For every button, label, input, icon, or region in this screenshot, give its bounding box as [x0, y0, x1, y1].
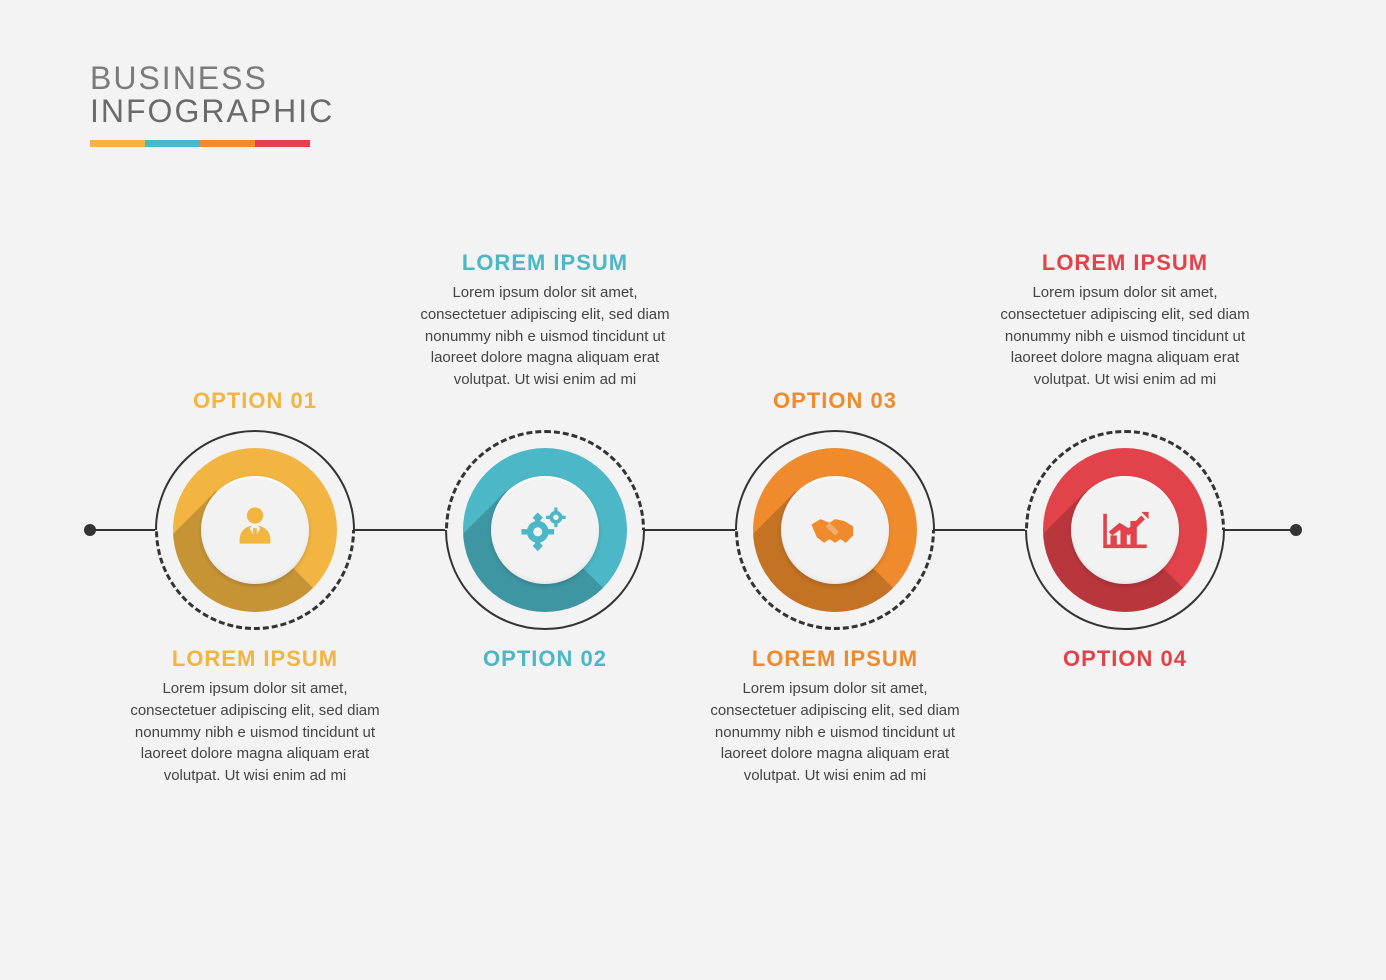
step-body-2: Lorem ipsum dolor sit amet, consectetuer…	[415, 282, 675, 391]
step-title-2: LOREM IPSUM	[415, 250, 675, 276]
header: BUSINESS INFOGRAPHIC	[90, 60, 334, 147]
person-icon	[226, 501, 284, 559]
step-disc-4	[1071, 476, 1179, 584]
gears-icon	[516, 501, 574, 559]
header-line1: BUSINESS	[90, 60, 334, 97]
text-block-3: LOREM IPSUM Lorem ipsum dolor sit amet, c…	[705, 646, 965, 787]
step-body-4: Lorem ipsum dolor sit amet, consectetuer…	[995, 282, 1255, 391]
header-bar-seg-4	[255, 140, 310, 147]
header-bar-seg-2	[145, 140, 200, 147]
option-label-1: OPTION 01	[125, 388, 385, 414]
option-label-2: OPTION 02	[415, 646, 675, 672]
infographic-stage: OPTION 01 LOREM IPSUM Lorem ipsum dolor si…	[0, 250, 1386, 810]
option-label-4: OPTION 04	[995, 646, 1255, 672]
header-bar-seg-3	[200, 140, 255, 147]
timeline-end-dot	[1290, 524, 1302, 536]
step-title-1: LOREM IPSUM	[125, 646, 385, 672]
step-body-3: Lorem ipsum dolor sit amet, consectetuer…	[705, 678, 965, 787]
step-disc-2	[491, 476, 599, 584]
step-disc-3	[781, 476, 889, 584]
step-node-4	[1025, 430, 1225, 630]
header-bar-seg-1	[90, 140, 145, 147]
step-body-1: Lorem ipsum dolor sit amet, consectetuer…	[125, 678, 385, 787]
step-node-3	[735, 430, 935, 630]
option-label-3: OPTION 03	[705, 388, 965, 414]
header-line2: INFOGRAPHIC	[90, 93, 334, 130]
handshake-icon	[806, 501, 864, 559]
step-title-4: LOREM IPSUM	[995, 250, 1255, 276]
header-color-bar	[90, 140, 310, 147]
text-block-1: LOREM IPSUM Lorem ipsum dolor sit amet, c…	[125, 646, 385, 787]
step-title-3: LOREM IPSUM	[705, 646, 965, 672]
step-node-2	[445, 430, 645, 630]
chart-icon	[1096, 501, 1154, 559]
step-disc-1	[201, 476, 309, 584]
text-block-2: LOREM IPSUM Lorem ipsum dolor sit amet, c…	[415, 250, 675, 391]
timeline-start-dot	[84, 524, 96, 536]
text-block-4: LOREM IPSUM Lorem ipsum dolor sit amet, c…	[995, 250, 1255, 391]
step-node-1	[155, 430, 355, 630]
